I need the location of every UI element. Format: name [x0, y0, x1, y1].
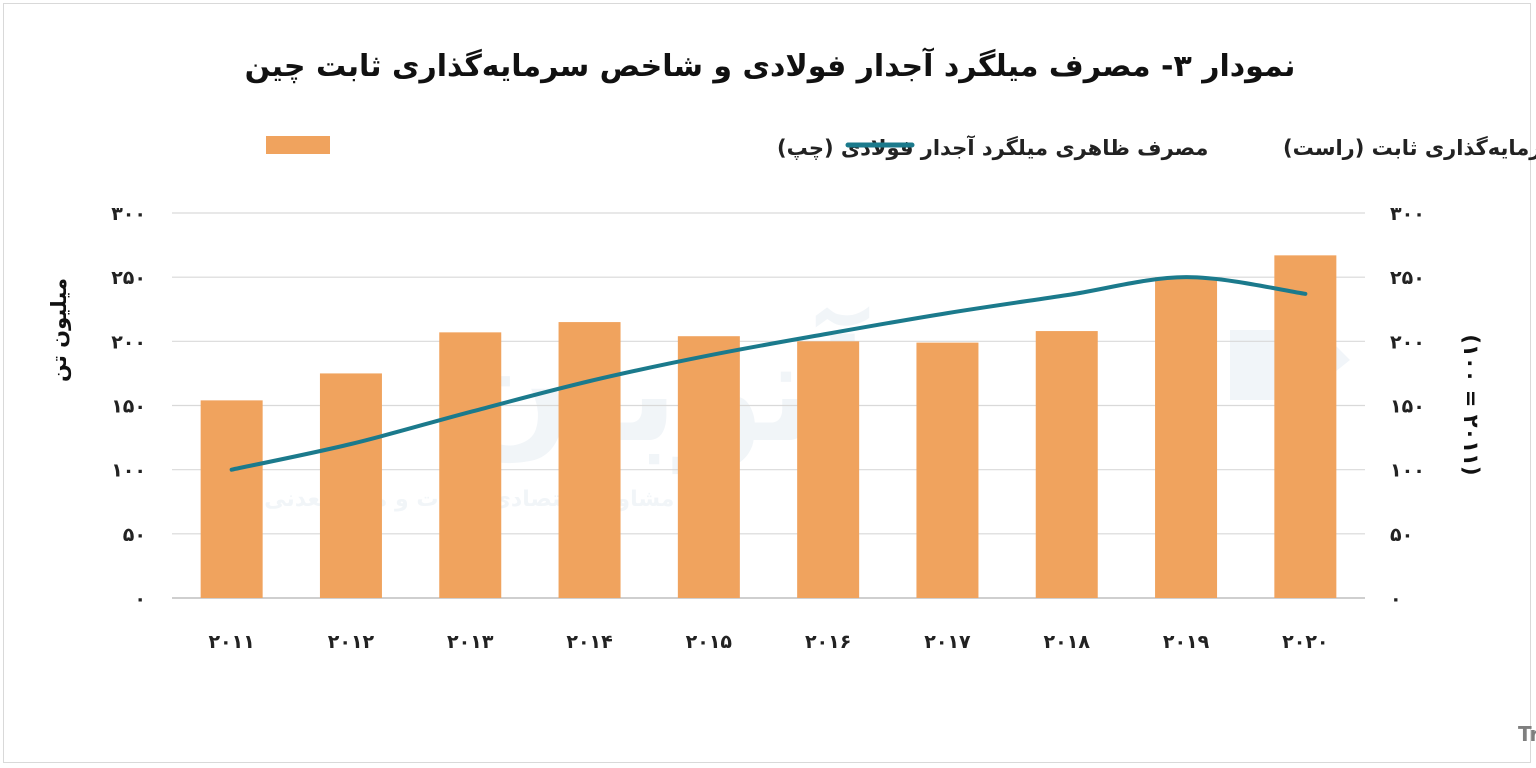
- right-axis-ticks: ۰ ۵۰ ۱۰۰ ۱۵۰ ۲۰۰ ۲۵۰ ۳۰۰: [1390, 203, 1425, 610]
- left-tick-label: ۲۵۰: [111, 267, 146, 289]
- x-tick-label: ۲۰۱۵: [686, 631, 733, 653]
- x-tick-label: ۲۰۱۹: [1163, 631, 1210, 653]
- bar: [558, 322, 621, 598]
- right-tick-label: ۱۵۰: [1390, 396, 1425, 418]
- bar: [1035, 331, 1098, 598]
- x-tick-label: ۲۰۱۳: [447, 631, 494, 653]
- bar: [319, 373, 382, 598]
- source-note: منبع: مرکز آمار چین و Trade map: [1518, 721, 1536, 747]
- bar: [1274, 255, 1337, 598]
- legend-label-bar: مصرف ظاهری میلگرد آجدار فولادی (چپ): [777, 135, 1208, 160]
- bar: [439, 332, 502, 598]
- right-tick-label: ۱۰۰: [1390, 460, 1425, 482]
- left-tick-label: ۳۰۰: [111, 203, 146, 225]
- x-tick-label: ۲۰۲۰: [1282, 631, 1328, 653]
- left-axis-title: میلیون تن: [47, 278, 71, 382]
- legend-swatch-bar: [266, 136, 330, 154]
- left-tick-label: ۲۰۰: [111, 331, 146, 353]
- right-tick-label: ۲۰۰: [1390, 331, 1425, 353]
- bar: [677, 336, 740, 598]
- right-tick-label: ۲۵۰: [1390, 267, 1425, 289]
- x-tick-label: ۲۰۱۲: [328, 631, 375, 653]
- x-axis-ticks: ۲۰۱۱ ۲۰۱۲ ۲۰۱۳ ۲۰۱۴ ۲۰۱۵ ۲۰۱۶ ۲۰۱۷ ۲۰۱۸ ۲۰۱۹ ۲۰۲۰: [208, 631, 1328, 653]
- line-series: [229, 275, 1308, 472]
- legend-label-line: شاخص سرمایه‌گذاری ثابت (راست): [1283, 135, 1536, 160]
- x-tick-label: ۲۰۱۴: [566, 631, 612, 653]
- right-tick-label: ۰: [1390, 588, 1402, 610]
- right-tick-label: ۳۰۰: [1390, 203, 1425, 225]
- series-line: [229, 275, 1308, 472]
- left-tick-label: ۵۰: [123, 524, 146, 546]
- left-tick-label: ۱۰۰: [111, 460, 146, 482]
- bar-series: [200, 255, 1337, 598]
- chart-title: نمودار ۳- مصرف میلگرد آجدار فولادی و شاخ…: [245, 47, 1296, 84]
- x-tick-label: ۲۰۱۱: [208, 631, 254, 653]
- legend: مصرف ظاهری میلگرد آجدار فولادی (چپ) شاخص…: [266, 135, 1536, 160]
- right-tick-label: ۵۰: [1390, 524, 1413, 546]
- bar: [797, 341, 860, 598]
- x-tick-label: ۲۰۱۶: [805, 631, 851, 653]
- bar: [1155, 277, 1218, 598]
- bar: [916, 342, 979, 598]
- left-tick-label: ۱۵۰: [111, 396, 146, 418]
- right-axis-title: (۲۰۱۱ = ۱۰۰): [1459, 334, 1483, 475]
- chart-frame: [3, 3, 1531, 763]
- x-tick-label: ۲۰۱۸: [1044, 631, 1091, 653]
- left-axis-ticks: ۰ ۵۰ ۱۰۰ ۱۵۰ ۲۰۰ ۲۵۰ ۳۰۰: [111, 203, 146, 610]
- bar: [200, 400, 263, 598]
- left-tick-label: ۰: [134, 588, 146, 610]
- x-tick-label: ۲۰۱۷: [924, 631, 971, 653]
